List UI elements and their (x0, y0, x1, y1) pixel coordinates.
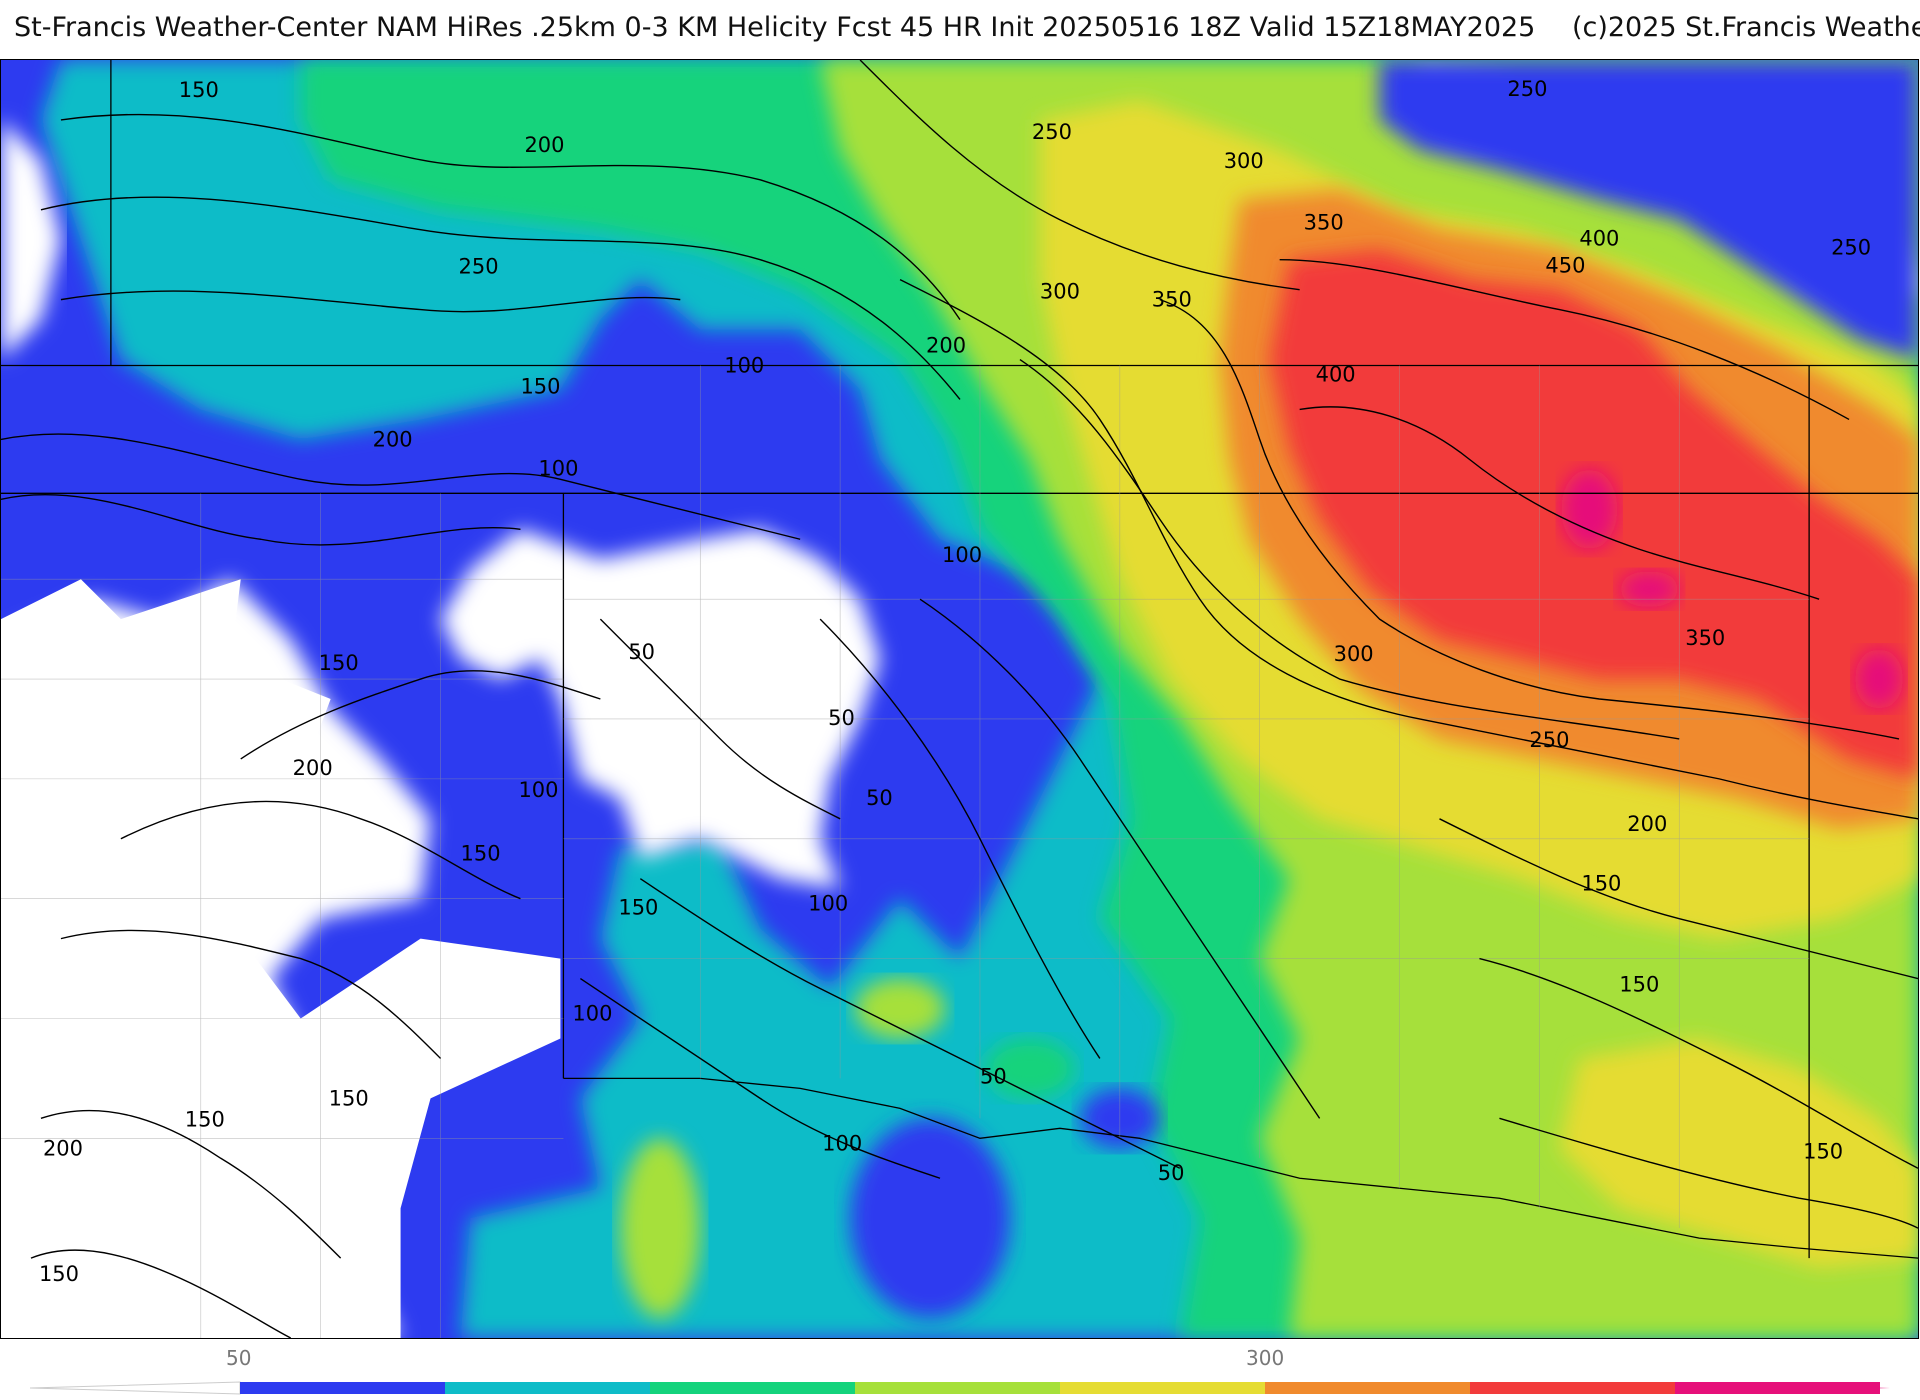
legend-bin (445, 1382, 650, 1394)
contour-label: 100 (538, 456, 578, 480)
field-low-central (440, 529, 881, 889)
contour-label: 150 (1803, 1139, 1843, 1163)
contour-label: 400 (1579, 227, 1619, 251)
legend-bin (650, 1382, 855, 1394)
contour-label: 250 (1507, 77, 1547, 101)
contour-label: 150 (1619, 973, 1659, 997)
contour-label: 350 (1152, 288, 1192, 312)
field-band-50-south-b (850, 1118, 1010, 1319)
contour-label: 50 (628, 640, 655, 664)
helicity-map: 150 200 250 100 150 200 100 250 300 200 … (0, 59, 1919, 1339)
legend-bin (855, 1382, 1060, 1394)
contour-label: 200 (43, 1136, 83, 1160)
contour-label: 100 (518, 778, 558, 802)
contour-label: 50 (866, 786, 893, 810)
contour-label: 50 (828, 706, 855, 730)
contour-label: 200 (373, 427, 413, 451)
contour-label: 300 (1334, 642, 1374, 666)
contour-label: 100 (808, 892, 848, 916)
contour-label: 50 (980, 1064, 1007, 1088)
title-main: St-Francis Weather-Center NAM HiRes .25k… (14, 12, 1536, 43)
legend-bin (1265, 1382, 1470, 1394)
map-title: St-Francis Weather-Center NAM HiRes .25k… (0, 12, 1920, 56)
contour-label: 100 (572, 1002, 612, 1026)
contour-label: 200 (524, 133, 564, 157)
field-band-200-island-c (620, 1138, 701, 1319)
legend-tick-50: 50 (226, 1346, 252, 1370)
legend-arrow-left (29, 1381, 241, 1395)
legend-tick-300: 300 (1246, 1346, 1285, 1370)
contour-label: 100 (822, 1131, 862, 1155)
legend-bin (240, 1382, 445, 1394)
color-legend (29, 1381, 1890, 1395)
contour-label: 150 (319, 651, 359, 675)
field-band-400-c (1855, 649, 1904, 709)
contour-label: 450 (1545, 254, 1585, 278)
field-low-northwest (1, 119, 61, 360)
contour-label: 300 (1040, 280, 1080, 304)
contour-label: 350 (1304, 211, 1344, 235)
contour-label: 400 (1316, 363, 1356, 387)
contour-label: 200 (926, 334, 966, 358)
field-band-150-island-b (984, 1038, 1075, 1099)
contour-labels: 150 200 250 100 150 200 100 250 300 200 … (39, 77, 1871, 1286)
contour-label: 150 (461, 842, 501, 866)
contour-label: 250 (1032, 120, 1072, 144)
contour-label: 50 (1158, 1161, 1185, 1185)
contour-label: 350 (1685, 626, 1725, 650)
helicity-field: 150 200 250 100 150 200 100 250 300 200 … (1, 60, 1918, 1338)
legend-bins (240, 1382, 1880, 1394)
field-band-400-b (1619, 571, 1680, 608)
title-copyright: (c)2025 St.Francis Weather (1571, 12, 1920, 43)
field-band-200-island-a (855, 978, 946, 1039)
contour-label: 300 (1224, 149, 1264, 173)
field-band-50-northeast (1379, 60, 1918, 360)
contour-label: 150 (39, 1262, 79, 1286)
contour-label: 100 (724, 354, 764, 378)
contour-lines (1, 60, 1918, 1338)
contour-label: 150 (179, 78, 219, 102)
legend-bin (1060, 1382, 1265, 1394)
contour-label: 150 (329, 1086, 369, 1110)
contour-label: 150 (520, 374, 560, 398)
field-band-400-a (1561, 469, 1618, 550)
contour-label: 150 (1581, 872, 1621, 896)
contour-label: 250 (1529, 728, 1569, 752)
contour-label: 250 (459, 255, 499, 279)
contour-label: 200 (1627, 812, 1667, 836)
contour-label: 100 (942, 543, 982, 567)
county-lines (1, 365, 1810, 1338)
field-band-250-south (1559, 1038, 1918, 1269)
legend-bin (1470, 1382, 1675, 1394)
field-low-west (1, 579, 431, 1338)
contour-label: 150 (185, 1107, 225, 1131)
legend-arrow-right (1680, 1382, 1890, 1394)
contour-label: 200 (293, 756, 333, 780)
contour-label: 150 (618, 896, 658, 920)
contour-label: 250 (1831, 236, 1871, 260)
